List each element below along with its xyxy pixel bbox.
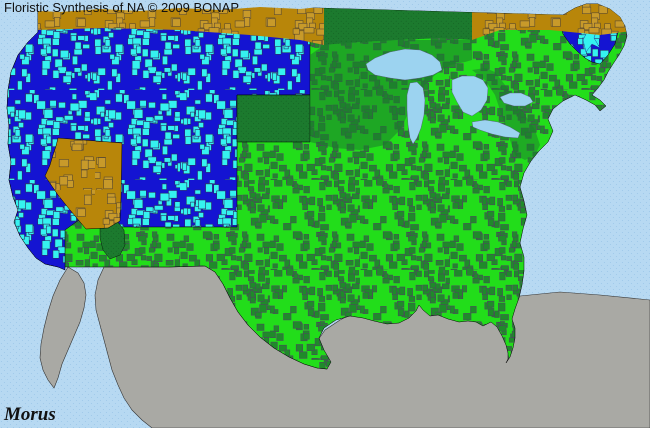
svg-text:Floristic Synthesis of NA © 20: Floristic Synthesis of NA © 2009 BONAP (4, 0, 239, 15)
svg-text:Morus: Morus (3, 404, 56, 425)
